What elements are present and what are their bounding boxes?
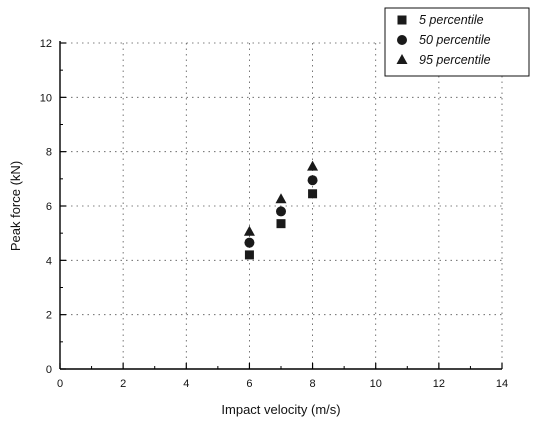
- legend-marker-triangle: [396, 54, 408, 64]
- data-point-circle: [244, 237, 255, 248]
- data-point-square: [308, 189, 318, 199]
- data-point-square: [244, 250, 254, 260]
- x-tick-label: 2: [120, 378, 126, 390]
- y-tick-label: 12: [40, 38, 52, 50]
- data-point-triangle: [307, 160, 319, 171]
- y-tick-label: 6: [46, 201, 52, 213]
- y-tick-label: 2: [46, 310, 52, 322]
- data-point-square: [276, 219, 286, 229]
- x-tick-label: 8: [310, 378, 316, 390]
- x-tick-label: 10: [370, 378, 382, 390]
- data-point-circle: [276, 206, 286, 217]
- x-tick-label: 0: [57, 378, 63, 390]
- legend-label: 95 percentile: [419, 53, 491, 67]
- y-tick-label: 10: [40, 92, 52, 104]
- legend: 5 percentile 50 percentile 95 percentile: [384, 7, 530, 77]
- legend-label: 50 percentile: [419, 33, 491, 47]
- legend-marker-square: [397, 15, 407, 25]
- y-axis-label: Peak force (kN): [8, 161, 23, 251]
- x-axis-label: Impact velocity (m/s): [221, 402, 340, 417]
- y-tick-label: 0: [46, 364, 52, 376]
- x-tick-label: 6: [246, 378, 252, 390]
- x-tick-label: 14: [496, 378, 508, 390]
- ticks: 0 2 4 6 8 10 12 14 0 2 4 6 8 10 12: [40, 38, 508, 390]
- axes: [59, 41, 502, 370]
- y-tick-label: 8: [46, 147, 52, 159]
- legend-marker-circle: [397, 35, 407, 45]
- legend-box: [384, 7, 530, 77]
- data-points: [243, 160, 319, 260]
- legend-label: 5 percentile: [419, 13, 484, 27]
- grid-lines: [60, 42, 503, 369]
- y-tick-label: 4: [46, 255, 52, 267]
- x-tick-label: 4: [183, 378, 189, 390]
- x-tick-label: 12: [433, 378, 445, 390]
- data-point-triangle: [243, 225, 255, 236]
- data-point-triangle: [275, 193, 287, 204]
- data-point-circle: [307, 175, 318, 186]
